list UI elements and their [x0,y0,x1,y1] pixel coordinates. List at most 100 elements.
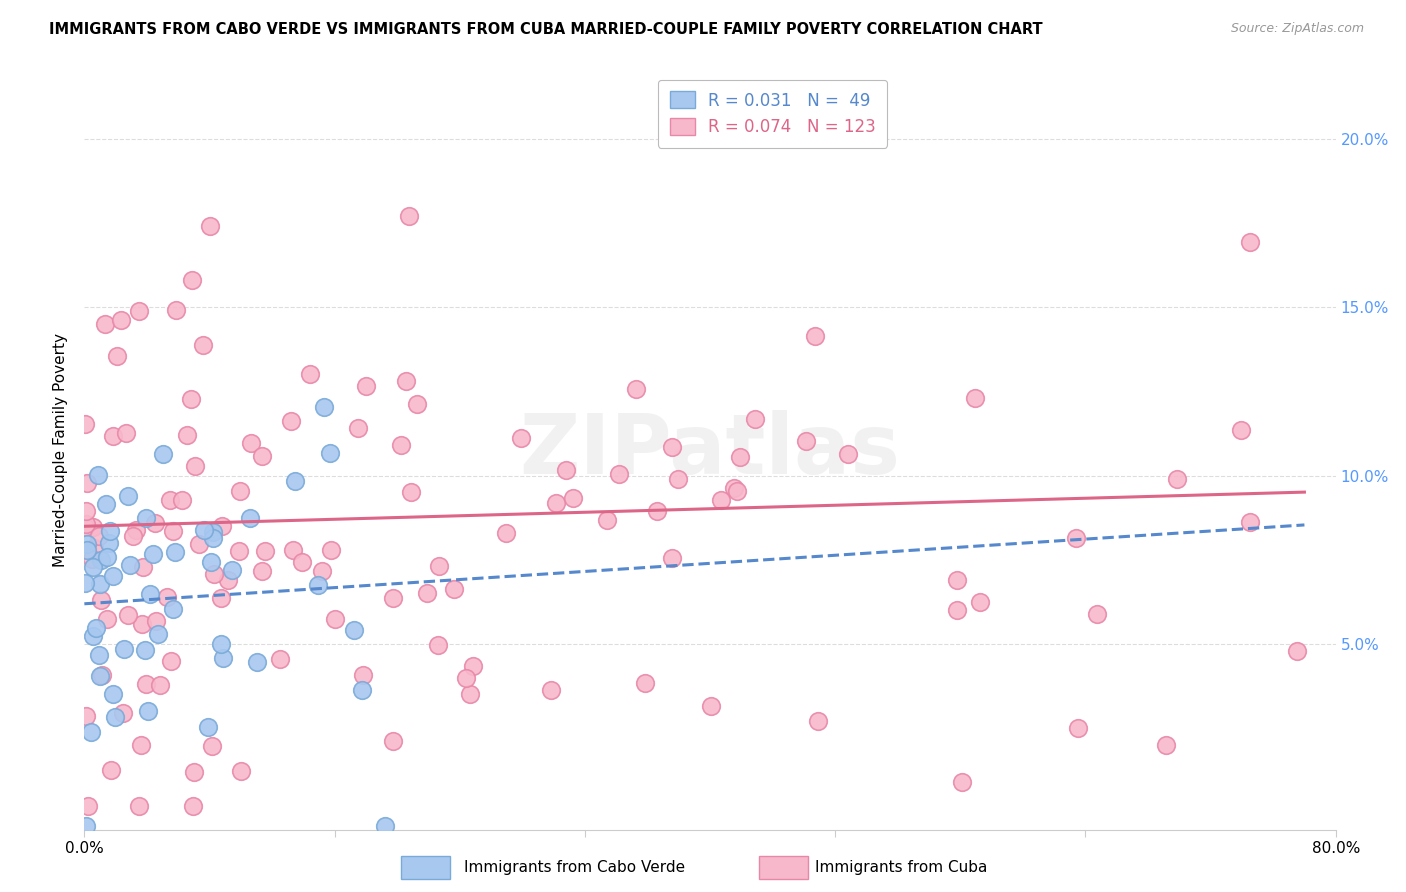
Point [284,475,307,489]
Point [76,543,98,558]
Point [101,428,124,442]
Text: Source: ZipAtlas.com: Source: ZipAtlas.com [1230,22,1364,36]
Point [76,537,98,551]
Point [318,445,340,459]
Point [131,616,153,631]
Point [217,573,239,587]
Point [312,401,335,415]
Point [946,603,969,617]
Point [401,485,423,500]
Point [201,524,224,539]
Point [1166,472,1188,486]
Point [193,524,215,538]
Point [75,576,97,591]
Text: IMMIGRANTS FROM CABO VERDE VS IMMIGRANTS FROM CUBA MARRIED-COUPLE FAMILY POVERTY: IMMIGRANTS FROM CABO VERDE VS IMMIGRANTS… [49,22,1043,37]
Point [744,412,766,426]
Point [796,434,818,449]
Point [146,627,169,641]
Point [128,799,150,814]
Point [156,590,179,604]
Point [138,704,160,718]
Point [115,425,138,440]
Legend: R = 0.031   N =  49, R = 0.074   N = 123: R = 0.031 N = 49, R = 0.074 N = 123 [658,79,887,148]
Point [596,512,619,526]
Point [149,678,172,692]
Point [87,648,110,662]
Point [84,621,107,635]
Point [80,552,103,566]
Point [211,591,233,606]
Point [181,799,204,814]
Point [118,558,141,573]
Point [180,392,202,406]
Point [700,699,723,714]
Point [105,349,128,363]
Point [98,524,121,538]
Point [165,302,187,317]
Point [75,819,97,833]
Point [254,544,277,558]
Point [950,775,973,789]
Point [291,555,314,569]
Point [202,531,225,545]
Point [193,338,215,352]
Point [969,595,991,609]
Point [343,623,366,637]
Point [181,273,204,287]
Point [145,614,167,628]
Point [381,591,404,605]
Point [661,550,683,565]
Point [121,529,143,543]
Point [101,569,124,583]
Point [946,574,969,588]
Point [1064,531,1087,545]
Point [89,669,111,683]
Point [510,431,533,445]
Point [135,511,157,525]
Point [725,483,748,498]
Point [160,654,183,668]
Point [307,578,329,592]
Point [427,639,450,653]
Text: ZIPatlas: ZIPatlas [520,410,900,491]
Point [76,475,98,490]
Point [73,417,96,432]
Point [804,328,827,343]
Point [75,516,97,531]
Point [111,706,134,721]
Point [416,586,439,600]
Point [280,414,302,428]
Point [347,421,370,435]
Point [723,482,745,496]
Point [427,559,450,574]
Point [352,683,374,698]
Point [391,437,413,451]
Point [634,675,657,690]
Point [94,317,117,331]
Point [90,667,112,681]
Point [125,523,148,537]
Point [159,493,181,508]
Point [546,496,568,510]
Point [97,535,120,549]
Point [352,668,374,682]
Point [1085,607,1108,622]
Point [201,739,224,753]
Point [354,379,377,393]
Point [132,560,155,574]
Point [82,520,104,534]
Point [197,720,219,734]
Point [405,397,427,411]
Point [710,493,733,508]
Point [94,497,117,511]
Point [661,440,683,454]
Point [228,544,250,558]
Point [624,382,647,396]
Point [1229,423,1251,437]
Point [250,564,273,578]
Point [83,541,105,556]
Point [103,687,125,701]
Point [1285,644,1308,658]
Point [319,543,342,558]
Point [540,682,562,697]
